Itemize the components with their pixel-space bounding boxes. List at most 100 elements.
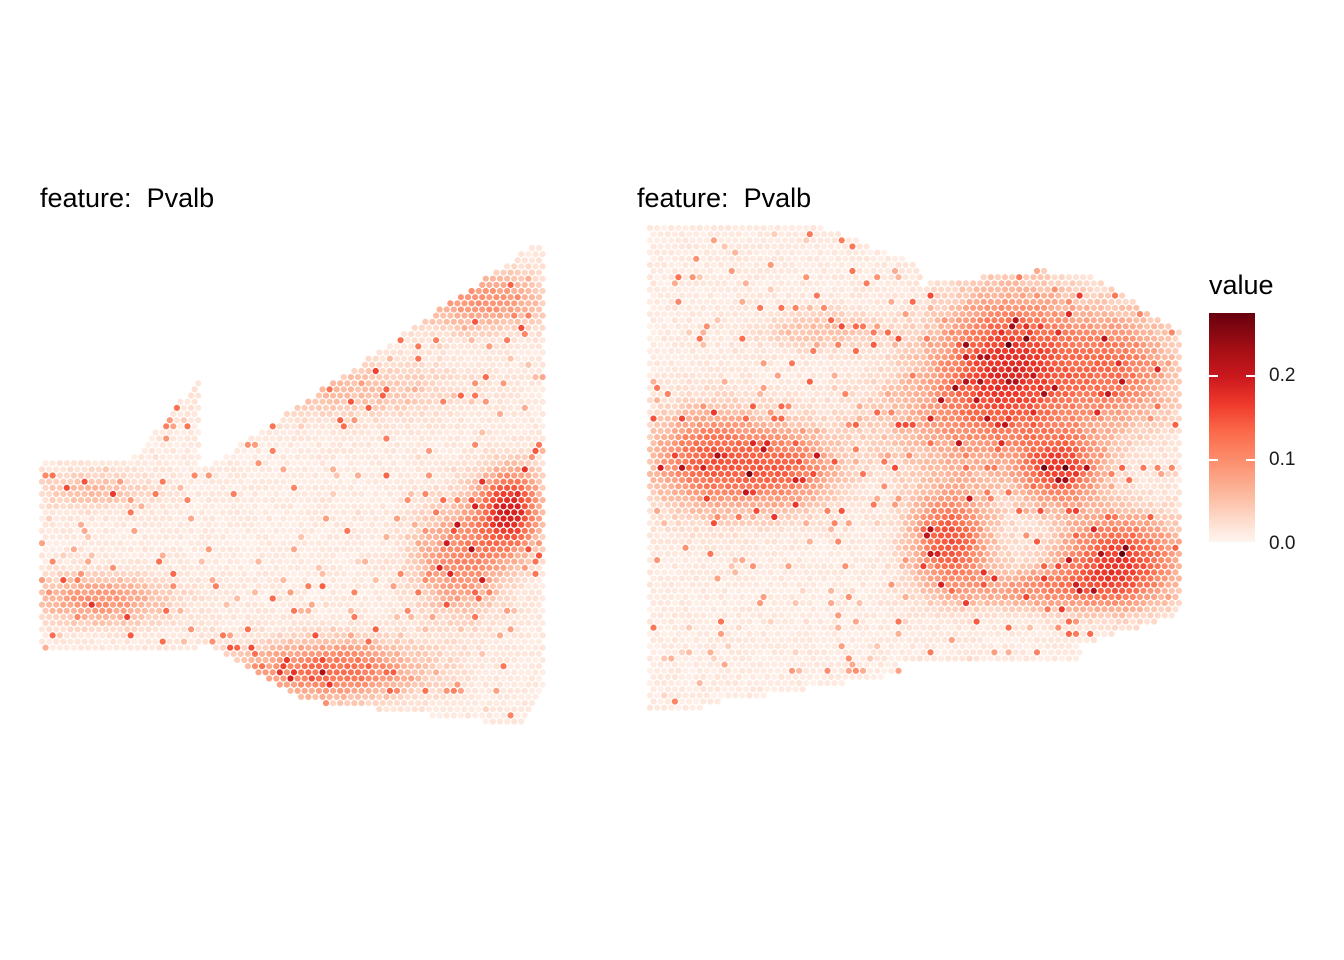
spot: [443, 318, 451, 326]
spot: [119, 533, 128, 541]
spot: [784, 230, 793, 238]
spot: [763, 353, 771, 361]
spot: [265, 428, 273, 437]
spot: [340, 557, 348, 566]
spot: [389, 496, 398, 504]
spot: [393, 453, 401, 461]
spot: [891, 353, 899, 361]
spot: [1139, 365, 1148, 374]
spot: [112, 557, 121, 566]
spot: [333, 385, 341, 394]
spot: [809, 273, 817, 281]
spot: [766, 322, 775, 331]
spot: [506, 453, 515, 461]
spot: [311, 459, 320, 467]
spot: [368, 619, 376, 627]
spot: [763, 279, 771, 287]
spot: [48, 582, 57, 590]
spot: [460, 619, 469, 627]
spot: [137, 576, 146, 584]
spot: [91, 643, 99, 652]
spot: [379, 502, 387, 510]
spot: [45, 588, 53, 597]
spot: [311, 434, 320, 443]
spot: [482, 557, 490, 566]
spot: [813, 255, 821, 263]
spot: [137, 502, 146, 510]
spot: [176, 570, 185, 578]
spot: [183, 434, 192, 443]
spot: [859, 371, 867, 380]
spot: [166, 576, 174, 584]
spot: [418, 557, 426, 566]
spot: [372, 502, 380, 510]
spot: [706, 365, 715, 374]
spot: [304, 434, 312, 443]
spot: [848, 279, 857, 287]
spot: [134, 570, 142, 578]
spot: [887, 322, 896, 331]
spot: [467, 447, 476, 455]
spot: [781, 248, 789, 257]
spot: [293, 613, 302, 621]
spot: [173, 539, 181, 547]
spot: [489, 680, 497, 689]
spot: [531, 434, 540, 443]
spot: [272, 576, 280, 584]
spot: [59, 576, 67, 584]
spot: [806, 328, 814, 337]
spot: [1026, 341, 1034, 349]
spot: [745, 261, 754, 269]
spot: [347, 570, 355, 578]
spot: [1097, 304, 1105, 312]
spot: [347, 447, 355, 455]
spot: [457, 465, 465, 474]
spot: [173, 576, 181, 584]
spot: [1075, 328, 1084, 337]
spot: [1118, 316, 1126, 324]
spot: [681, 273, 690, 281]
spot: [660, 322, 668, 331]
spot: [375, 668, 383, 676]
spot: [951, 335, 959, 343]
spot: [745, 298, 754, 306]
spot: [276, 570, 284, 578]
spot: [972, 322, 981, 331]
spot: [506, 330, 515, 338]
spot: [524, 570, 533, 578]
spot: [308, 551, 316, 560]
spot: [912, 378, 920, 386]
spot: [798, 291, 807, 300]
spot: [496, 533, 504, 541]
spot: [293, 441, 302, 449]
spot: [80, 551, 89, 560]
spot: [116, 478, 124, 486]
spot: [951, 298, 959, 306]
spot: [538, 631, 547, 640]
spot: [98, 471, 107, 480]
spot: [386, 379, 394, 387]
spot: [279, 441, 288, 449]
spot: [421, 441, 430, 449]
spot: [816, 347, 825, 355]
spot: [364, 416, 373, 424]
spot: [361, 619, 369, 627]
spot: [499, 404, 508, 412]
spot: [926, 365, 935, 374]
spot: [457, 662, 465, 670]
spot: [1125, 365, 1133, 374]
spot: [59, 478, 67, 486]
spot: [513, 428, 522, 437]
spot: [205, 520, 213, 529]
spot: [706, 353, 715, 361]
spot: [297, 570, 305, 578]
spot: [1043, 347, 1052, 355]
spot: [404, 643, 412, 652]
spot: [311, 582, 320, 590]
spot: [713, 341, 722, 349]
spot: [446, 471, 454, 480]
spot: [1129, 347, 1137, 355]
spot: [919, 365, 928, 374]
spot: [162, 582, 170, 590]
spot: [372, 404, 380, 412]
